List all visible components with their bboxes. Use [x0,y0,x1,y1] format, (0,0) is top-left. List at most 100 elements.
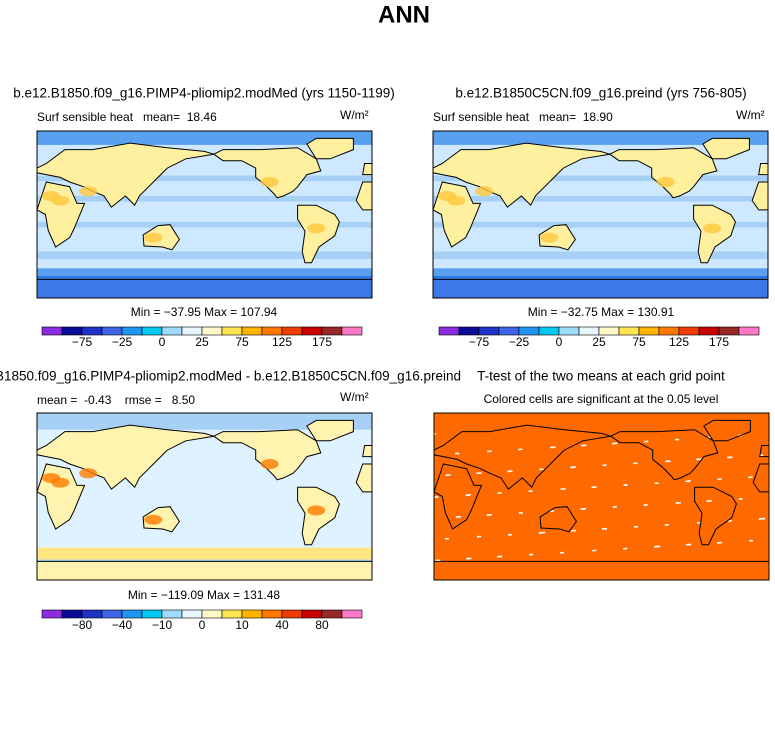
colorbar-box [181,326,203,336]
colorbar-box [698,326,720,336]
colorbar-box [201,609,223,619]
insignificant-cell [528,490,531,492]
coastline [36,424,214,490]
colorbar-box [341,326,363,336]
coastline [297,486,340,546]
colorbar-box [181,609,203,619]
colorbar-box [478,326,500,336]
insignificant-cell [698,521,702,524]
panel-title: b.e12.B1850.f09_g16.PIMP4-pliomip2.modMe… [13,86,394,101]
insignificant-cell [676,438,679,441]
colorbar-box [81,326,103,336]
colorbar-label: 175 [312,335,332,349]
coastline [306,419,354,442]
field-band [433,251,768,260]
field-band [433,175,768,182]
map [433,412,770,581]
colorbar-box [281,326,303,336]
land-hotspot [540,232,559,243]
insignificant-cell [761,517,766,520]
colorbar-box [141,326,163,336]
land-hotspot [307,223,326,234]
coastline [36,142,214,208]
map [36,412,373,581]
field-band [37,175,372,182]
coastline [703,419,751,442]
insignificant-cell [602,464,605,467]
insignificant-cell [633,462,636,465]
field-band [433,195,768,202]
insignificant-cell [729,456,732,458]
colorbar-box [161,326,183,336]
colorbar-box [738,326,760,336]
map [432,130,769,299]
insignificant-cell [467,494,471,496]
insignificant-cell [593,549,597,552]
colorbar-label: −10 [152,618,173,632]
insignificant-cell [487,514,492,516]
insignificant-cell [583,508,586,510]
colorbar-label: 0 [556,335,563,349]
units: W/m² [340,108,369,122]
insignificant-cell [551,446,556,448]
insignificant-cell [729,520,732,522]
insignificant-cell [561,551,564,554]
colorbar-box [638,326,660,336]
insignificant-cell [572,466,576,468]
colorbar-label: 0 [199,618,206,632]
insignificant-cell [456,452,459,455]
insignificant-cell [435,496,438,498]
insignificant-cell [541,531,546,534]
insignificant-cell [624,547,628,550]
coastline [306,137,354,160]
insignificant-cell [760,454,763,456]
colorbar-label: 125 [669,335,689,349]
insignificant-cell [498,492,502,494]
insignificant-cell [727,520,730,522]
colorbar-box [81,609,103,619]
colorbar: −75 −25 0 25 75 125 175 [438,326,760,349]
insignificant-cell [446,474,451,476]
map-frame [432,130,769,299]
field-band [433,221,768,228]
insignificant-cell [507,534,510,536]
insignificant-cell [540,468,543,470]
map-frame [36,412,373,581]
colorbar-box [321,326,343,336]
insignificant-cell [520,512,522,514]
panel-subtitle: Surf sensible heat mean= 18.46 [37,110,217,124]
insignificant-cell [487,450,490,453]
insignificant-cell [518,448,521,451]
insignificant-cell [477,536,479,538]
field-band [433,131,768,145]
insignificant-cell [592,549,595,552]
insignificant-cell [687,480,691,482]
colorbar-box [518,326,540,336]
coastline [608,147,718,199]
field-band [37,547,372,560]
colorbar-label: 25 [195,335,209,349]
colorbar-box [121,609,143,619]
colorbar-box [558,326,580,336]
colorbar-box [578,326,600,336]
colorbar-label: −80 [72,618,93,632]
insignificant-cell [645,440,648,443]
insignificant-cell [613,506,617,508]
coastline [609,429,719,481]
colorbar-label: 25 [592,335,606,349]
insignificant-cell [624,484,627,486]
field-band [37,413,372,430]
insignificant-cell [446,537,449,540]
insignificant-cell [603,464,607,466]
min-max: Min = −32.75 Max = 130.91 [528,305,675,319]
insignificant-cell [436,559,441,562]
colorbar-label: 40 [275,618,289,632]
colorbar-box [301,609,323,619]
coastline [212,147,322,199]
colorbar-box [141,609,163,619]
coastline [362,445,373,458]
map-frame [433,412,770,581]
colorbar-box [718,326,740,336]
colorbar: −80 −40 −10 0 10 40 80 [41,609,363,632]
coastline [702,137,750,160]
